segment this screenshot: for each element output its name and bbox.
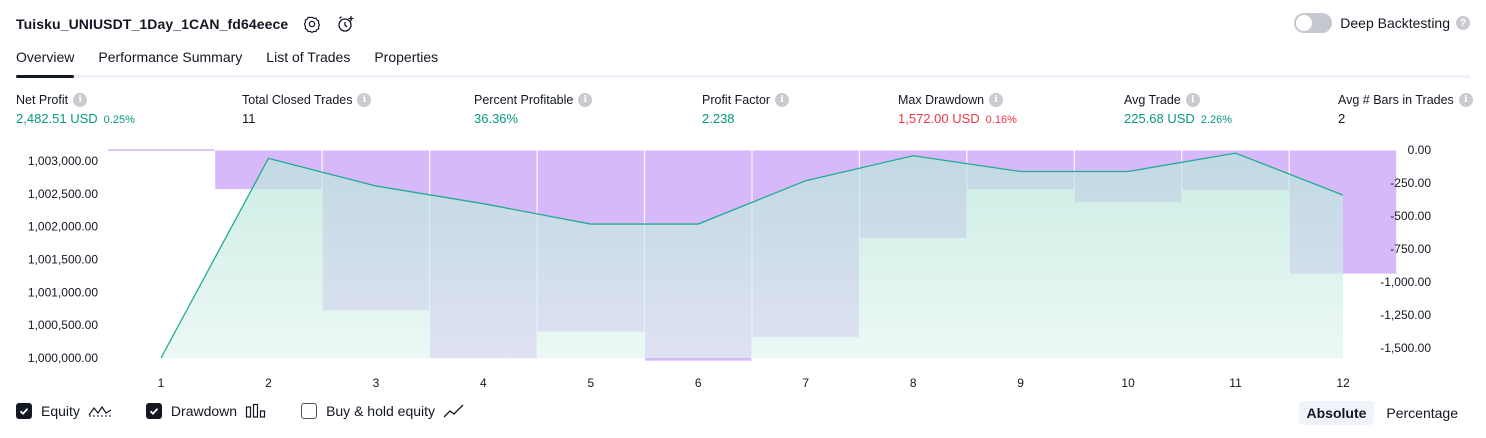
y-right-tick-label: -250.00 bbox=[1390, 176, 1431, 190]
x-tick-label: 4 bbox=[480, 376, 487, 390]
deep-backtesting-toggle[interactable] bbox=[1294, 13, 1333, 33]
legend-label: Buy & hold equity bbox=[326, 403, 436, 419]
metric-label: Avg # Bars in Trades bbox=[1338, 93, 1454, 107]
metric-total-closed-trades: Total Closed Trades i 11 bbox=[242, 93, 372, 126]
metric-net-profit: Net Profit i 2,482.51 USD 0.25% bbox=[16, 93, 135, 126]
info-icon[interactable]: i bbox=[578, 93, 593, 107]
y-right-tick-label: -1,250.00 bbox=[1380, 308, 1431, 322]
metric-value: 1,572.00 USD bbox=[898, 111, 980, 126]
info-icon[interactable]: i bbox=[357, 93, 372, 107]
equity-drawdown-chart[interactable]: 1,003,000.00 1,002,500.00 1,002,000.00 1,00… bbox=[0, 140, 1486, 400]
strategy-title: Tuisku_UNIUSDT_1Day_1CAN_fd64eece bbox=[16, 16, 289, 32]
y-left-tick-label: 1,001,500.00 bbox=[28, 253, 98, 267]
y-right-tick-label: 0.00 bbox=[1408, 143, 1432, 157]
y-left-tick-label: 1,000,000.00 bbox=[28, 351, 98, 365]
drawdown-bars-icon bbox=[245, 403, 267, 419]
chart-legend: Equity Drawdown Buy & hold equity bbox=[16, 403, 499, 419]
display-mode-switch: Absolute Percentage bbox=[1295, 401, 1467, 425]
metric-value: 2,482.51 USD bbox=[16, 111, 98, 126]
settings-icon[interactable] bbox=[302, 14, 322, 34]
equity-checkbox[interactable] bbox=[16, 403, 32, 419]
metric-value: 36.36% bbox=[474, 111, 519, 126]
x-tick-label: 9 bbox=[1017, 376, 1024, 390]
absolute-button[interactable]: Absolute bbox=[1298, 401, 1375, 425]
y-left-tick-label: 1,002,000.00 bbox=[28, 220, 98, 234]
equity-line bbox=[160, 152, 1344, 359]
metric-percent: 2.26% bbox=[1200, 114, 1233, 126]
drawdown-checkbox[interactable] bbox=[145, 403, 162, 419]
metric-avg-trade: Avg Trade i 225.68 USD 2.26% bbox=[1124, 93, 1232, 126]
metric-value: 11 bbox=[242, 111, 256, 126]
tab-list-of-trades[interactable]: List of Trades bbox=[266, 49, 351, 65]
trend-line-icon bbox=[443, 403, 465, 419]
tab-performance-summary[interactable]: Performance Summary bbox=[98, 49, 243, 65]
metric-label: Percent Profitable bbox=[474, 93, 574, 107]
legend-equity[interactable]: Equity bbox=[16, 403, 112, 419]
x-tick-label: 11 bbox=[1229, 376, 1242, 390]
info-icon[interactable]: i bbox=[73, 93, 88, 107]
info-icon[interactable]: i bbox=[1185, 93, 1200, 107]
info-icon[interactable]: i bbox=[775, 93, 790, 107]
x-tick-label: 12 bbox=[1336, 376, 1350, 390]
metric-label: Net Profit bbox=[16, 93, 69, 107]
metric-label: Max Drawdown bbox=[898, 93, 985, 107]
buy-hold-checkbox[interactable] bbox=[301, 403, 318, 419]
metric-profit-factor: Profit Factor i 2.238 bbox=[702, 93, 790, 126]
metric-percent-profitable: Percent Profitable i 36.36% bbox=[474, 93, 593, 126]
metric-percent: 0.16% bbox=[985, 114, 1017, 126]
legend-drawdown[interactable]: Drawdown bbox=[145, 403, 267, 419]
y-left-tick-label: 1,003,000.00 bbox=[28, 154, 98, 168]
metric-value: 2 bbox=[1338, 111, 1346, 126]
x-tick-label: 7 bbox=[802, 376, 809, 390]
metric-max-drawdown: Max Drawdown i 1,572.00 USD 0.16% bbox=[898, 93, 1017, 126]
metric-label: Total Closed Trades bbox=[242, 93, 353, 107]
report-tabs: Overview Performance Summary List of Tra… bbox=[16, 44, 1470, 78]
y-right-tick-label: -1,000.00 bbox=[1380, 275, 1431, 289]
y-right-tick-label: -500.00 bbox=[1390, 209, 1431, 223]
tab-properties[interactable]: Properties bbox=[374, 49, 439, 65]
legend-label: Equity bbox=[41, 403, 80, 419]
info-icon[interactable]: i bbox=[989, 93, 1004, 107]
deep-backtesting-control: Deep Backtesting ? bbox=[1294, 13, 1470, 33]
x-tick-label: 5 bbox=[587, 376, 594, 390]
info-icon[interactable]: i bbox=[1458, 93, 1473, 107]
equity-area bbox=[161, 153, 1343, 358]
metric-label: Profit Factor bbox=[702, 93, 771, 107]
legend-label: Drawdown bbox=[170, 403, 238, 419]
percentage-button[interactable]: Percentage bbox=[1386, 405, 1458, 421]
metric-percent: 0.25% bbox=[103, 114, 135, 126]
metric-label: Avg Trade bbox=[1124, 93, 1181, 107]
report-header: Tuisku_UNIUSDT_1Day_1CAN_fd64eece bbox=[16, 12, 356, 36]
x-tick-label: 2 bbox=[265, 376, 272, 390]
metric-avg-bars: Avg # Bars in Trades i 2 bbox=[1338, 93, 1473, 126]
deep-backtesting-label: Deep Backtesting bbox=[1340, 15, 1450, 31]
y-left-tick-label: 1,002,500.00 bbox=[28, 187, 98, 201]
metric-value: 225.68 USD bbox=[1124, 111, 1195, 126]
legend-buy-hold[interactable]: Buy & hold equity bbox=[301, 403, 465, 419]
x-tick-label: 10 bbox=[1121, 376, 1135, 390]
tab-overview[interactable]: Overview bbox=[16, 44, 75, 78]
add-alert-icon[interactable] bbox=[336, 14, 356, 34]
help-icon[interactable]: ? bbox=[1456, 16, 1470, 30]
y-left-tick-label: 1,001,000.00 bbox=[28, 285, 98, 299]
y-right-tick-label: -1,500.00 bbox=[1380, 341, 1431, 355]
x-tick-label: 6 bbox=[695, 376, 702, 390]
y-left-tick-label: 1,000,500.00 bbox=[28, 318, 98, 332]
x-tick-label: 1 bbox=[158, 376, 165, 390]
metric-value: 2.238 bbox=[702, 111, 735, 126]
y-right-tick-label: -750.00 bbox=[1390, 242, 1431, 256]
x-tick-label: 3 bbox=[373, 376, 380, 390]
equity-line-icon bbox=[88, 403, 112, 419]
x-tick-label: 8 bbox=[910, 376, 917, 390]
